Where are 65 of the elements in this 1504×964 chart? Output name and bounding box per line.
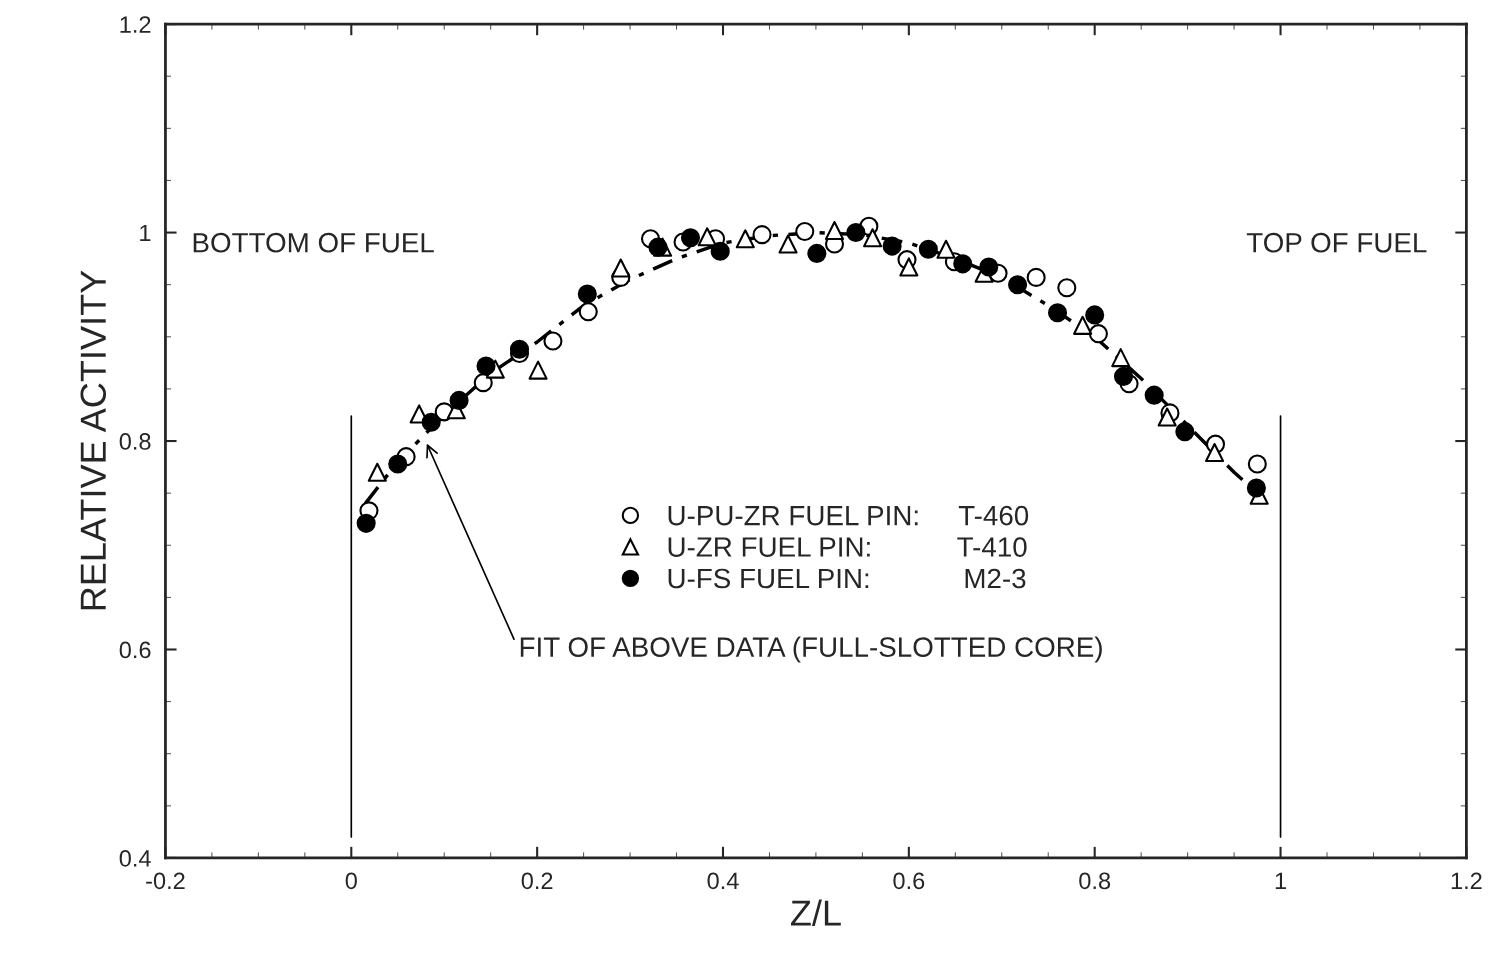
point bbox=[1175, 422, 1195, 442]
y-axis-title: RELATIVE ACTIVITY bbox=[80, 270, 107, 610]
point bbox=[918, 239, 938, 259]
point bbox=[795, 221, 815, 242]
point bbox=[1246, 478, 1266, 498]
point bbox=[509, 339, 530, 359]
x-tick-label: 0.8 bbox=[1079, 872, 1111, 890]
legend-label: U-ZR FUEL PIN: T-410 bbox=[668, 537, 1027, 557]
y-tick-label: 0.6 bbox=[119, 641, 151, 659]
x-tick-label: 0.6 bbox=[893, 872, 925, 890]
x-tick-label: 0.4 bbox=[707, 872, 739, 890]
y-tick-label: 0.8 bbox=[119, 433, 151, 450]
point bbox=[611, 258, 631, 278]
point bbox=[578, 302, 598, 322]
point bbox=[1026, 267, 1046, 287]
point bbox=[1113, 366, 1134, 386]
point bbox=[1047, 303, 1068, 323]
point bbox=[953, 254, 973, 274]
point bbox=[367, 462, 387, 482]
point bbox=[1111, 348, 1131, 368]
point bbox=[648, 237, 668, 257]
point bbox=[528, 360, 548, 380]
point bbox=[979, 257, 999, 277]
point bbox=[882, 236, 902, 256]
x-axis-title: Z/L bbox=[790, 899, 841, 926]
annotation: FIT OF ABOVE DATA (FULL-SLOTTED CORE) bbox=[520, 636, 1102, 663]
point bbox=[1057, 278, 1077, 298]
y-tick-label: 1.2 bbox=[120, 16, 151, 33]
point bbox=[936, 239, 956, 259]
point bbox=[1247, 454, 1267, 474]
point bbox=[1088, 324, 1108, 344]
point bbox=[449, 390, 469, 410]
x-tick-label: 0 bbox=[345, 872, 357, 890]
y-tick-label: 1 bbox=[140, 224, 151, 242]
point bbox=[680, 228, 701, 248]
point bbox=[543, 331, 563, 351]
point bbox=[421, 412, 441, 432]
y-tick-label: 0.4 bbox=[119, 850, 151, 867]
point bbox=[1008, 275, 1028, 295]
point bbox=[752, 225, 772, 245]
x-tick-label: -0.2 bbox=[146, 872, 185, 890]
point bbox=[824, 220, 845, 241]
x-tick-label: 1.2 bbox=[1451, 872, 1482, 889]
point bbox=[735, 229, 755, 249]
point bbox=[863, 228, 883, 248]
point bbox=[1144, 385, 1164, 405]
point bbox=[846, 223, 866, 243]
point bbox=[899, 257, 919, 277]
point bbox=[356, 513, 376, 533]
point bbox=[577, 284, 597, 304]
point bbox=[1085, 305, 1105, 325]
point bbox=[476, 356, 496, 376]
annotation: TOP OF FUEL bbox=[1246, 232, 1427, 253]
annotation: BOTTOM OF FUEL bbox=[193, 232, 434, 253]
x-tick-label: 0.2 bbox=[521, 872, 553, 890]
point bbox=[807, 243, 827, 263]
point bbox=[778, 234, 798, 254]
point bbox=[388, 454, 408, 474]
x-tick-label: 1 bbox=[1275, 872, 1286, 889]
point bbox=[1205, 442, 1225, 463]
legend-label: U-PU-ZR FUEL PIN: T-460 bbox=[668, 505, 1029, 526]
legend-label: U-FS FUEL PIN: M2-3 bbox=[668, 568, 1026, 589]
point bbox=[1073, 315, 1093, 335]
point bbox=[710, 241, 730, 261]
point bbox=[697, 227, 717, 247]
